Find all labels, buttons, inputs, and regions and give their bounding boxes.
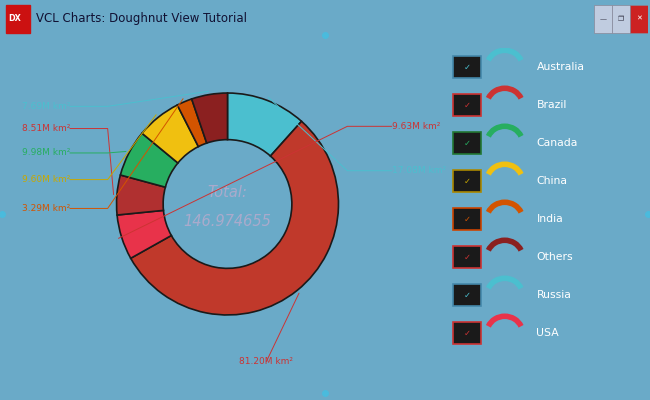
Bar (453, 246, 481, 268)
Text: DX: DX (8, 14, 21, 23)
Text: Brazil: Brazil (536, 100, 567, 110)
Bar (453, 322, 481, 344)
Text: Australia: Australia (536, 62, 584, 72)
Text: 17.08M km²: 17.08M km² (392, 166, 446, 175)
Wedge shape (142, 105, 198, 163)
Text: ✓: ✓ (463, 252, 471, 262)
Bar (630, 5, 648, 32)
Text: 8.51M km²: 8.51M km² (21, 124, 70, 133)
Bar (453, 208, 481, 230)
Text: ❐: ❐ (618, 16, 624, 22)
Text: USA: USA (536, 328, 559, 338)
Wedge shape (192, 93, 228, 143)
Bar (453, 132, 481, 154)
Text: 9.98M km²: 9.98M km² (21, 148, 70, 158)
Text: ✓: ✓ (463, 138, 471, 148)
Text: Total:: Total: (207, 186, 248, 200)
Bar (453, 94, 481, 116)
Wedge shape (227, 93, 302, 156)
Wedge shape (131, 121, 339, 315)
Bar (6, 5, 31, 32)
Text: 9.63M km²: 9.63M km² (392, 122, 440, 131)
Text: China: China (536, 176, 567, 186)
Text: 3.29M km²: 3.29M km² (21, 204, 70, 213)
Text: ✓: ✓ (463, 176, 471, 186)
Text: 7.69M km²: 7.69M km² (21, 102, 70, 111)
Bar (612, 5, 630, 32)
Text: India: India (536, 214, 563, 224)
Wedge shape (116, 175, 165, 215)
Text: ✓: ✓ (463, 62, 471, 72)
Text: Russia: Russia (536, 290, 571, 300)
Text: ✓: ✓ (463, 100, 471, 110)
Text: 9.60M km²: 9.60M km² (21, 175, 70, 184)
Bar (453, 284, 481, 306)
Text: ✕: ✕ (636, 16, 642, 22)
Text: Others: Others (536, 252, 573, 262)
Text: ✓: ✓ (463, 328, 471, 338)
Text: ✓: ✓ (463, 214, 471, 224)
Wedge shape (177, 99, 207, 146)
Bar (594, 5, 612, 32)
Wedge shape (117, 210, 172, 258)
Text: —: — (599, 16, 606, 22)
Text: Canada: Canada (536, 138, 578, 148)
Wedge shape (120, 133, 178, 187)
Bar (453, 170, 481, 192)
Text: ✓: ✓ (463, 290, 471, 300)
Text: 81.20M km²: 81.20M km² (239, 357, 293, 366)
Text: 146.974655: 146.974655 (183, 214, 272, 229)
Text: VCL Charts: Doughnut View Tutorial: VCL Charts: Doughnut View Tutorial (36, 12, 246, 25)
Bar (453, 56, 481, 78)
